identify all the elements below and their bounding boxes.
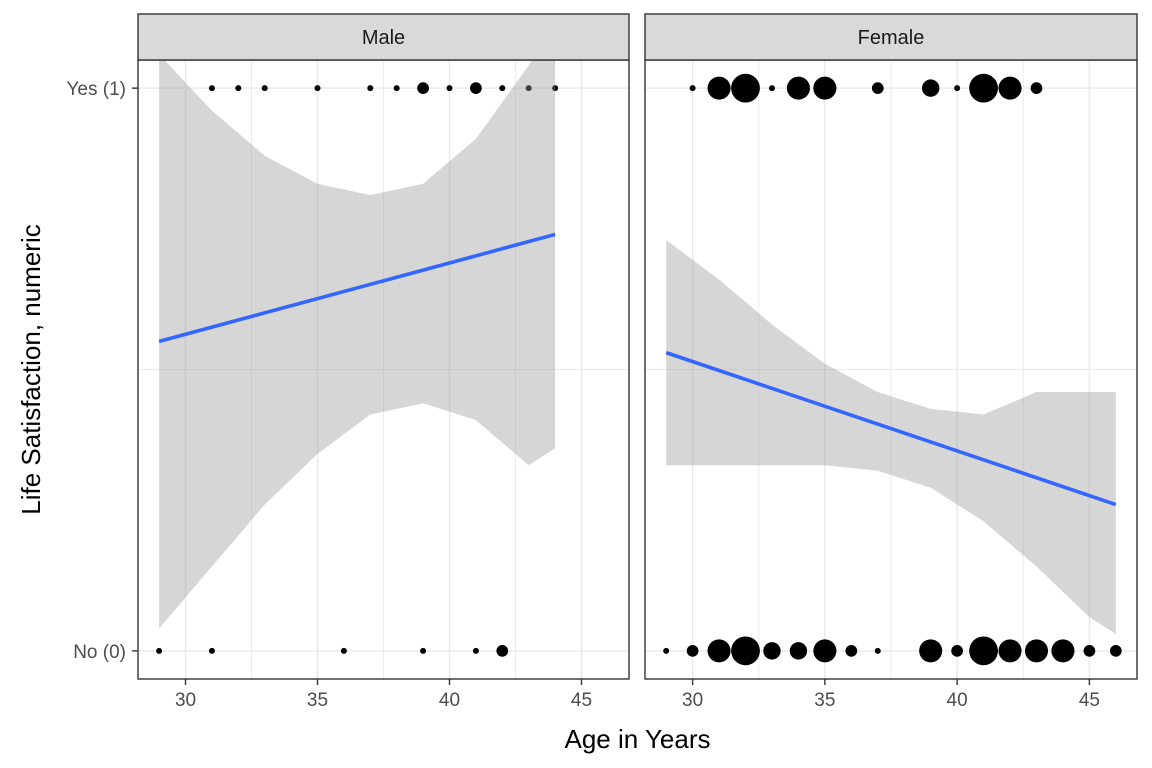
data-point — [871, 82, 884, 94]
facet-strip-label: Male — [362, 27, 405, 49]
data-point — [446, 85, 453, 92]
data-point — [496, 645, 509, 657]
x-tick-label: 40 — [947, 690, 968, 711]
data-point — [813, 639, 837, 663]
panel-male: Male 30 35 40 45 — [137, 13, 630, 711]
data-point — [208, 647, 215, 654]
data-point — [235, 85, 242, 92]
fit-line — [158, 232, 556, 344]
data-point — [367, 85, 374, 92]
data-point — [417, 82, 429, 94]
data-point — [1051, 639, 1075, 663]
y-tick-label: No (0) — [73, 642, 126, 663]
x-tick-label: 45 — [1079, 690, 1100, 711]
data-point — [393, 85, 400, 92]
data-point — [998, 639, 1022, 663]
data-point — [470, 82, 482, 94]
data-point — [969, 73, 998, 103]
data-point — [813, 76, 837, 100]
data-point — [951, 645, 963, 657]
data-point — [689, 85, 696, 92]
data-point — [731, 636, 760, 666]
x-tick-label: 30 — [682, 690, 703, 711]
data-point — [686, 645, 699, 657]
data-point — [789, 642, 808, 660]
data-point — [998, 76, 1022, 100]
data-point — [845, 645, 858, 657]
x-tick-label: 30 — [175, 690, 196, 711]
panel-female: Female 30 35 40 45 — [644, 13, 1138, 711]
data-point — [786, 76, 810, 100]
data-point — [314, 85, 321, 92]
facet-strip-label: Female — [858, 27, 925, 49]
confidence-ribbon — [666, 240, 1116, 634]
x-tick-label: 45 — [571, 690, 592, 711]
data-point — [969, 636, 998, 666]
data-point — [919, 639, 943, 663]
y-axis-title: Life Satisfaction, numeric — [16, 224, 46, 514]
data-point — [472, 647, 479, 654]
data-point — [874, 647, 881, 654]
data-point — [1024, 639, 1049, 663]
facet-strip — [137, 13, 630, 61]
data-point — [208, 85, 215, 92]
y-tick-label: Yes (1) — [67, 79, 127, 100]
confidence-ribbon — [159, 15, 556, 629]
data-point — [340, 647, 347, 654]
x-tick-label: 40 — [439, 690, 460, 711]
data-point — [707, 76, 731, 100]
x-axis-title: Age in Years — [564, 724, 710, 754]
data-point — [261, 85, 268, 92]
x-tick-label: 35 — [814, 690, 835, 711]
data-point — [954, 85, 961, 92]
data-point — [921, 79, 940, 97]
data-point — [420, 647, 427, 654]
data-point — [499, 85, 506, 92]
data-point — [1083, 645, 1096, 657]
data-point — [731, 73, 760, 103]
data-point — [663, 647, 670, 654]
data-point — [768, 85, 775, 92]
data-point — [1109, 645, 1122, 657]
data-point — [707, 639, 731, 663]
data-point — [552, 85, 559, 92]
fit-line — [665, 350, 1117, 507]
data-point — [1030, 82, 1043, 94]
data-point — [525, 85, 532, 92]
data-point — [156, 647, 163, 654]
x-tick-label: 35 — [307, 690, 328, 711]
facet-strip — [644, 13, 1138, 61]
data-point — [763, 642, 781, 660]
